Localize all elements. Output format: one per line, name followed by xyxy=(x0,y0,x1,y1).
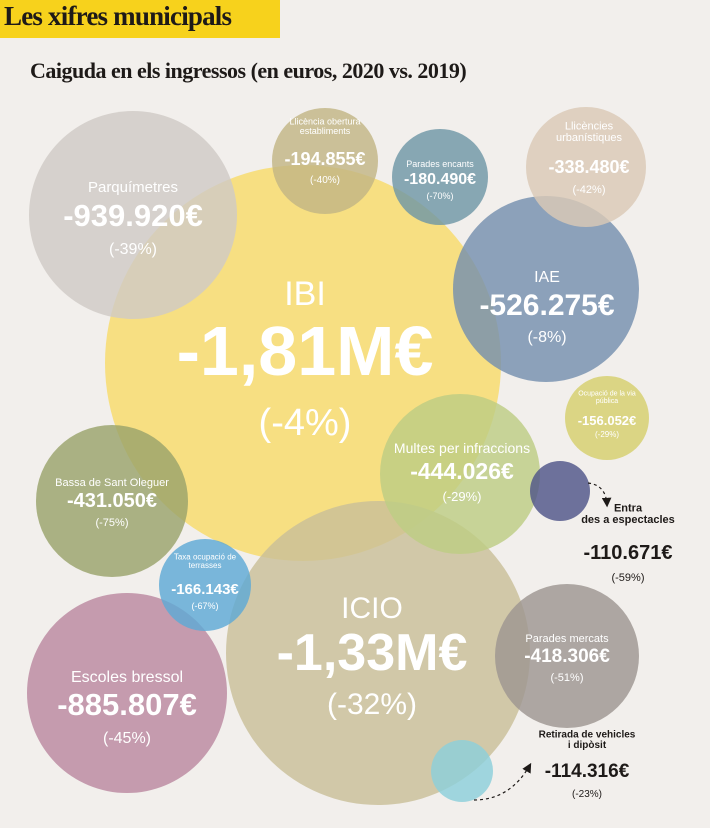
label-name-llicencia-obertura-establiments: Llicència obertura xyxy=(289,117,360,127)
label-name-parades-mercats: Parades mercats xyxy=(525,633,609,645)
bubble-multes-per-infraccions xyxy=(380,394,540,554)
label-change-bassa-de-sant-oleguer: (-75%) xyxy=(95,517,128,529)
label-name-entrades-a-espectacles: Entra xyxy=(614,502,643,514)
label-change-iae: (-8%) xyxy=(527,329,566,346)
label-name-ibi: IBI xyxy=(284,275,326,313)
label-value-ocupacio-de-la-via-publica: -156.052€ xyxy=(578,413,637,428)
label-change-entrades-a-espectacles: (-59%) xyxy=(611,572,644,584)
label-change-ibi: (-4%) xyxy=(259,402,352,444)
bubble-icio xyxy=(226,501,530,805)
label-name-bassa-de-sant-oleguer: Bassa de Sant Oleguer xyxy=(55,477,169,489)
label-name-ocupacio-de-la-via-publica: pública xyxy=(596,398,618,405)
label-value-multes-per-infraccions: -444.026€ xyxy=(410,458,514,484)
bubble-retirada-de-vehicles-i-diposit xyxy=(431,740,493,802)
label-value-retirada-de-vehicles-i-diposit: -114.316€ xyxy=(545,761,630,782)
label-name-iae: IAE xyxy=(534,269,560,286)
label-change-parquimetres: (-39%) xyxy=(109,241,157,258)
label-change-ocupacio-de-la-via-publica: (-29%) xyxy=(595,430,619,439)
label-value-bassa-de-sant-oleguer: -431.050€ xyxy=(67,490,157,512)
bubble-llicencies-urbanistiques xyxy=(526,107,646,227)
label-value-parades-mercats: -418.306€ xyxy=(524,646,610,667)
bubble-iae xyxy=(453,196,639,382)
connector-retirada-de-vehicles xyxy=(473,762,532,801)
label-change-escoles-bressol: (-45%) xyxy=(103,730,151,747)
label-name-ocupacio-de-la-via-publica: Ocupació de la via xyxy=(578,391,636,398)
label-change-parades-mercats: (-51%) xyxy=(550,672,583,684)
label-name-multes-per-infraccions: Multes per infraccions xyxy=(394,440,530,456)
label-change-llicencia-obertura-establiments: (-40%) xyxy=(310,175,340,186)
label-value-llicencia-obertura-establiments: -194.855€ xyxy=(284,149,365,169)
label-change-parades-encants: (-70%) xyxy=(426,191,453,201)
label-name-taxa-ocupacio-de-terrasses: Taxa ocupació de xyxy=(174,553,237,562)
connector-entrades-a-espectacles xyxy=(587,482,612,508)
label-change-taxa-ocupacio-de-terrasses: (-67%) xyxy=(191,601,218,611)
bubble-ocupacio-de-la-via-publica xyxy=(565,376,649,460)
page-title: Les xifres municipals xyxy=(4,1,232,31)
label-name-retirada-de-vehicles-i-diposit: Retirada de vehicles xyxy=(539,730,636,741)
label-name-escoles-bressol: Escoles bressol xyxy=(71,669,183,686)
bubble-escoles-bressol xyxy=(27,593,227,793)
label-value-escoles-bressol: -885.807€ xyxy=(57,687,197,722)
label-value-taxa-ocupacio-de-terrasses: -166.143€ xyxy=(171,581,239,598)
header-band xyxy=(0,0,280,38)
bubble-parquimetres xyxy=(29,111,237,319)
label-value-ibi: -1,81M€ xyxy=(177,312,434,390)
label-change-icio: (-32%) xyxy=(327,688,417,721)
label-name-llicencies-urbanistiques: Llicències xyxy=(565,120,614,132)
bubble-entrades-a-espectacles xyxy=(530,461,590,521)
bubble-taxa-ocupacio-de-terrasses xyxy=(159,539,251,631)
label-value-parquimetres: -939.920€ xyxy=(63,198,203,233)
label-value-llicencies-urbanistiques: -338.480€ xyxy=(548,157,629,177)
label-name-icio: ICIO xyxy=(341,592,403,625)
label-value-iae: -526.275€ xyxy=(479,289,614,322)
label-name-llicencies-urbanistiques: urbanístiques xyxy=(556,132,623,144)
chart-title: Caiguda en els ingressos (en euros, 2020… xyxy=(30,58,467,83)
bubble-bassa-de-sant-oleguer xyxy=(36,425,188,577)
label-value-icio: -1,33M€ xyxy=(277,624,468,682)
label-name-parades-encants: Parades encants xyxy=(406,159,474,169)
label-value-parades-encants: -180.490€ xyxy=(404,171,476,188)
label-name-entrades-a-espectacles: des a espectacles xyxy=(581,514,675,526)
bubble-llicencia-obertura-establiments xyxy=(272,108,378,214)
label-value-entrades-a-espectacles: -110.671€ xyxy=(584,542,673,564)
label-name-retirada-de-vehicles-i-diposit: i dipòsit xyxy=(568,740,607,751)
label-change-llicencies-urbanistiques: (-42%) xyxy=(572,184,605,196)
bubble-parades-encants xyxy=(392,129,488,225)
label-name-parquimetres: Parquímetres xyxy=(88,179,178,196)
label-change-multes-per-infraccions: (-29%) xyxy=(442,489,481,504)
label-name-llicencia-obertura-establiments: establiments xyxy=(300,126,351,136)
bubble-parades-mercats xyxy=(495,584,639,728)
label-change-retirada-de-vehicles-i-diposit: (-23%) xyxy=(572,789,602,800)
label-name-taxa-ocupacio-de-terrasses: terrasses xyxy=(189,561,222,570)
